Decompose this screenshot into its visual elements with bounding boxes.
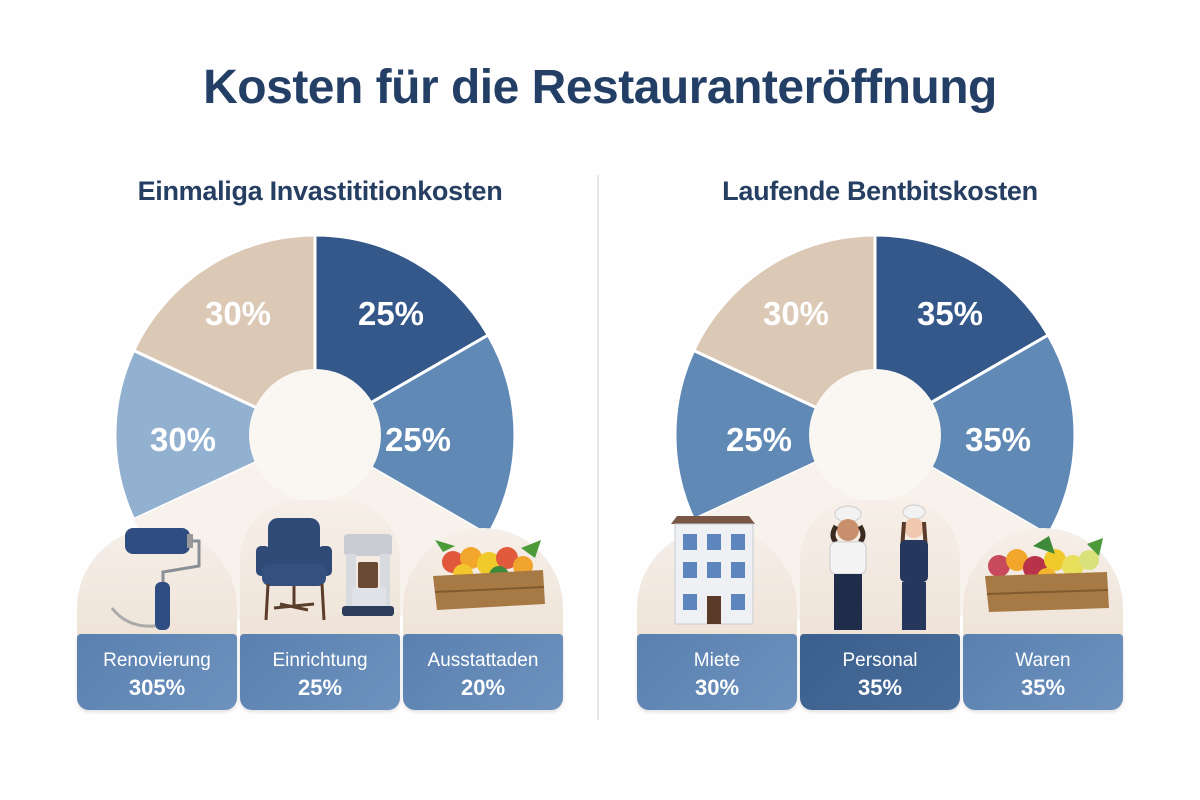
armchair-icon	[256, 518, 332, 621]
wedge-top-left	[691, 233, 877, 438]
card-name: Personal	[842, 650, 918, 671]
wedge-label: 25%	[358, 295, 424, 332]
card-value: 305%	[128, 675, 186, 700]
donut-center	[809, 369, 941, 501]
card-name: Miete	[693, 650, 741, 671]
wedge-label: 35%	[917, 295, 983, 332]
card-value: 20%	[460, 675, 506, 700]
paint-roller-icon	[110, 528, 201, 630]
card-value: 25%	[297, 675, 343, 700]
card-value: 35%	[857, 675, 903, 700]
card-label: Ausstattaden 20%	[403, 634, 563, 710]
wedge-left	[113, 348, 319, 522]
donut-center	[249, 369, 381, 501]
vegetable-crate-icon	[433, 540, 545, 610]
main-title: Kosten für die Restauranteröffnung	[203, 61, 997, 114]
card-label: Miete 30%	[637, 634, 797, 710]
card-renovierung: Renovierung 305%	[77, 500, 237, 710]
wedge-label: 30%	[205, 295, 271, 332]
card-ausstattung: Ausstattaden 20%	[403, 500, 563, 710]
staff-icon	[829, 504, 928, 630]
wedge-top-left	[131, 233, 317, 438]
wedge-left	[673, 348, 879, 522]
card-personal: Personal 35%	[800, 500, 960, 710]
panel-title: Einmaliga Invastititionkosten	[137, 176, 503, 206]
card-value: 30%	[694, 675, 740, 700]
wedge-label: 30%	[150, 421, 216, 458]
card-label: Personal 35%	[800, 634, 960, 710]
card-label: Einrichtung 25%	[240, 634, 400, 710]
card-miete: Miete 30%	[637, 500, 797, 710]
card-name: Renovierung	[103, 650, 211, 671]
panel-operating-costs: Laufende Bentbitskosten 30% 35% 35% 25%	[600, 170, 1160, 730]
wedge-label: 30%	[763, 295, 829, 332]
panel-investment-costs: Einmaliga Invastititionkosten 30% 25% 25…	[40, 170, 600, 730]
card-name: Einrichtung	[272, 650, 368, 671]
vegetable-crate-icon	[985, 536, 1109, 612]
card-einrichtung: Einrichtung 25%	[240, 500, 400, 710]
card-waren: Waren 35%	[963, 500, 1123, 710]
panel-divider	[597, 175, 599, 720]
panel-title: Laufende Bentbitskosten	[722, 176, 1038, 206]
breakdown-cards: Renovierung 305%	[77, 500, 567, 710]
breakdown-cards: Miete 30% Personal 35%	[637, 500, 1127, 710]
card-label: Renovierung 305%	[77, 634, 237, 710]
wedge-top-right	[313, 233, 491, 438]
wedge-right	[872, 332, 1077, 538]
wedge-label: 35%	[965, 421, 1031, 458]
wedge-top-right	[873, 233, 1051, 438]
wedge-label: 25%	[385, 421, 451, 458]
wedge-label: 25%	[726, 421, 792, 458]
card-name: Waren	[1015, 650, 1071, 671]
card-value: 35%	[1020, 675, 1066, 700]
card-arch	[800, 500, 960, 640]
wedge-right	[312, 332, 517, 538]
building-icon	[671, 516, 755, 625]
card-name: Ausstattaden	[427, 650, 539, 671]
card-label: Waren 35%	[963, 634, 1123, 710]
